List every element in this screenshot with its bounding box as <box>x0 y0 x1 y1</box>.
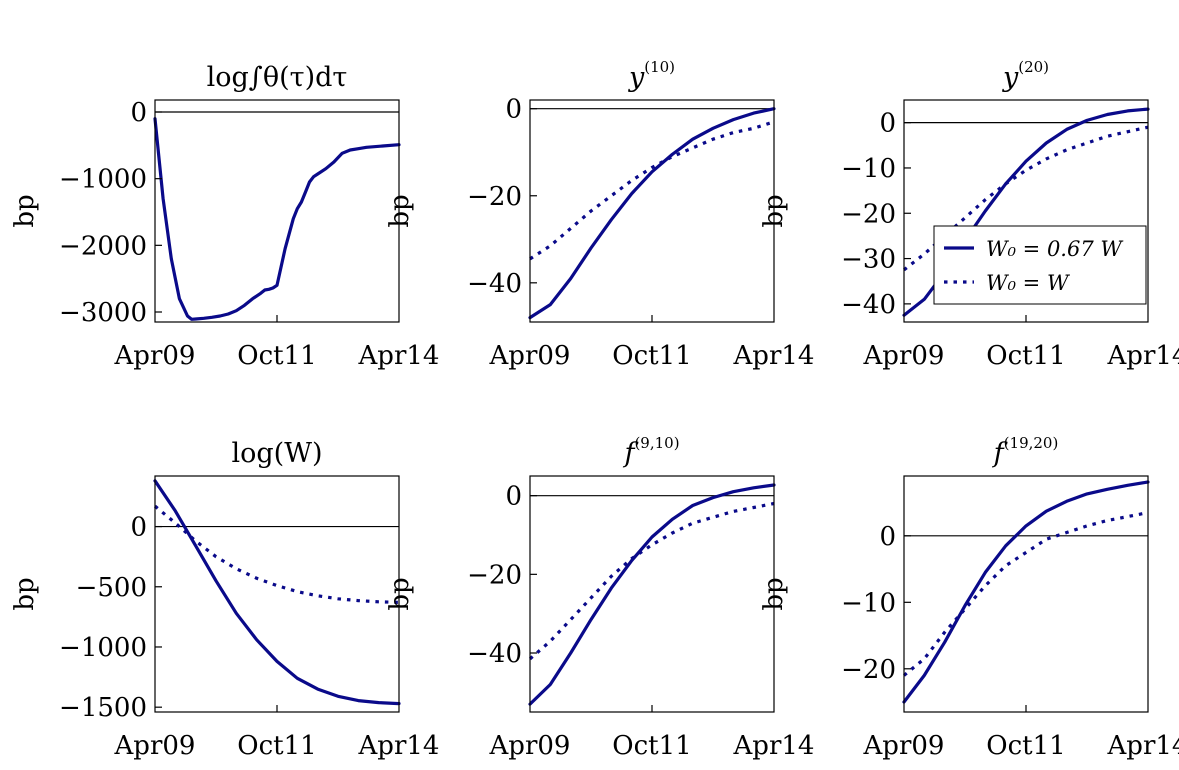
y-tick-label: 0 <box>505 95 522 125</box>
legend-label: W₀ = W <box>986 271 1071 295</box>
y-axis-label: bp <box>385 194 415 227</box>
legend-label: W₀ = 0.67 W <box>986 237 1124 261</box>
y-axis-label: bp <box>759 194 789 227</box>
y-tick-label: −20 <box>467 182 522 212</box>
legend-box <box>933 225 1147 305</box>
panel-title: log(W) <box>232 438 323 469</box>
x-tick-label: Apr09 <box>863 731 945 761</box>
plot-frame <box>154 475 400 713</box>
panel-title: log∫θ(τ)dτ <box>207 62 348 93</box>
y-axis-label: bp <box>385 577 415 610</box>
y-tick-label: 0 <box>130 98 147 128</box>
x-tick-label: Oct11 <box>237 341 316 371</box>
x-tick-label: Oct11 <box>986 341 1065 371</box>
y-tick-label: −3000 <box>59 298 147 328</box>
x-tick-label: Apr09 <box>489 341 571 371</box>
legend: W₀ = 0.67 W W₀ = W <box>933 225 1147 305</box>
y-tick-label: −10 <box>841 588 896 618</box>
panel-title: f(19,20) <box>992 434 1059 469</box>
panel-title: y(20) <box>1002 58 1049 93</box>
y-tick-label: −500 <box>76 573 147 603</box>
panel-1: 0 −1000 −2000 −3000 Apr09 Oct11 Apr14 bp log∫θ(τ… <box>10 62 439 371</box>
series-line-solid <box>153 117 401 321</box>
y-tick-label: −20 <box>467 560 522 590</box>
y-tick-label: −1000 <box>59 633 147 663</box>
series-line-dotted <box>153 504 400 604</box>
panel-title: y(10) <box>628 58 675 93</box>
y-tick-label: −40 <box>841 290 896 320</box>
x-tick-label: Apr09 <box>863 341 945 371</box>
y-axis-label: bp <box>10 577 40 610</box>
series-line-dotted <box>528 501 775 661</box>
x-tick-label: Apr09 <box>114 731 196 761</box>
series-line-solid <box>528 107 776 320</box>
y-axis-label: bp <box>759 577 789 610</box>
series-line-solid <box>902 480 1150 704</box>
x-tick-label: Oct11 <box>986 731 1065 761</box>
x-tick-label: Apr09 <box>114 341 196 371</box>
plot-frame <box>154 99 400 323</box>
x-tick-label: Apr14 <box>1107 731 1179 761</box>
x-tick-label: Apr14 <box>733 731 815 761</box>
y-tick-label: 0 <box>130 513 147 543</box>
panel-2: 0 −20 −40 Apr09 Oct11 Apr14 bp y(10) <box>385 58 814 371</box>
panel-5: 0 −20 −40 Apr09 Oct11 Apr14 bp f(9,10) <box>385 434 814 761</box>
panel-3: 0 −10 −20 −30 −40 Apr09 Oct11 Apr14 bp y(20) W₀ = … <box>759 58 1179 371</box>
panel-4: 0 −500 −1000 −1500 Apr09 Oct11 Apr14 bp log(W) <box>10 438 439 761</box>
x-tick-label: Oct11 <box>237 731 316 761</box>
series-line-dotted <box>902 511 1149 677</box>
panel-title: f(9,10) <box>622 434 679 469</box>
y-tick-label: −40 <box>467 269 522 299</box>
x-tick-label: Apr14 <box>1107 341 1179 371</box>
series-line-dotted <box>529 120 775 261</box>
y-tick-label: −40 <box>467 639 522 669</box>
y-tick-label: −20 <box>841 199 896 229</box>
y-tick-label: −1500 <box>59 693 147 723</box>
x-tick-label: Apr14 <box>733 341 815 371</box>
x-tick-label: Apr14 <box>358 731 440 761</box>
x-tick-label: Apr09 <box>489 731 571 761</box>
y-tick-label: −20 <box>841 655 896 685</box>
x-tick-label: Oct11 <box>612 731 691 761</box>
x-tick-label: Apr14 <box>358 341 440 371</box>
series-line-solid <box>528 483 776 706</box>
plot-frame <box>529 99 775 323</box>
plot-frame <box>903 475 1149 713</box>
series-line-solid <box>153 479 401 706</box>
y-axis-label: bp <box>10 194 40 227</box>
x-tick-label: Oct11 <box>612 341 691 371</box>
y-tick-label: 0 <box>505 482 522 512</box>
y-tick-label: 0 <box>879 522 896 552</box>
y-tick-label: 0 <box>879 109 896 139</box>
y-tick-label: −2000 <box>59 231 147 261</box>
y-tick-label: −30 <box>841 245 896 275</box>
y-tick-label: −1000 <box>59 165 147 195</box>
y-tick-label: −10 <box>841 154 896 184</box>
panel-6: 0 −10 −20 Apr09 Oct11 Apr14 bp f(19,20) <box>759 434 1179 761</box>
